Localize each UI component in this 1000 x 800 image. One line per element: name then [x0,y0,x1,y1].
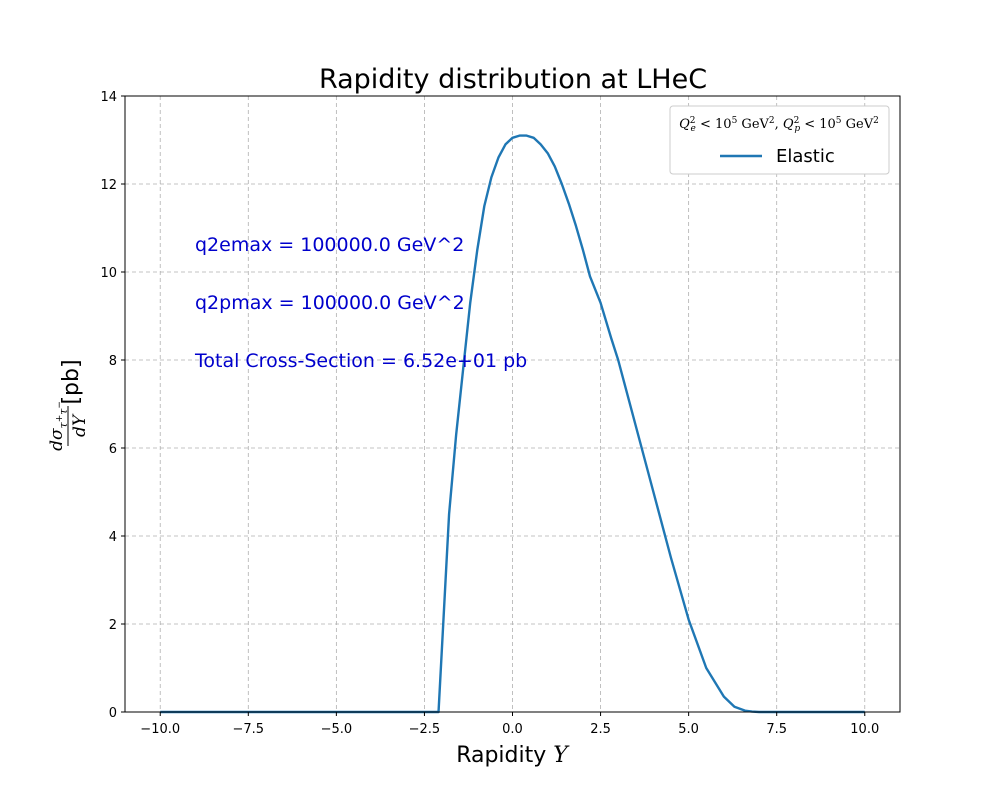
series-line-elastic [160,134,865,714]
y-tick-label: 14 [100,90,117,105]
y-tick-label: 10 [100,266,117,281]
legend-label-elastic: Elastic [776,146,835,167]
x-tick-label: 5.0 [678,722,699,737]
annotation-total-cross-section: Total Cross-Section = 6.52e+01 pb [194,350,527,372]
y-tick-label: 8 [109,354,117,369]
annotation-q2pmax: q2pmax = 100000.0 GeV^2 [195,292,465,314]
axis-ticks: −10.0 −7.5 −5.0 −2.5 0.0 2.5 5.0 7.5 10.0 0 2 4 6 8 10… [100,90,879,737]
x-tick-label: 2.5 [590,722,611,737]
x-tick-label: −5.0 [321,722,353,737]
grid-lines [125,96,900,712]
svg-text:dστ+τ−: dστ+τ− [47,401,70,451]
x-tick-label: −10.0 [140,722,180,737]
legend: Q2 e < 105 GeV2, Q2 p < 105 GeV2 Elastic [669,105,890,175]
svg-text:[pb]: [pb] [59,359,84,404]
y-tick-label: 0 [109,706,117,721]
svg-text:dY: dY [70,413,90,437]
x-tick-label: 10.0 [850,722,879,737]
legend-title: Q2 e < 105 GeV2, Q2 p < 105 GeV2 [679,116,879,134]
y-axis-label: dστ+τ− dY [pb] [47,359,90,450]
y-tick-label: 12 [100,178,117,193]
x-axis-label: Rapidity Y [456,743,570,768]
data-layer [160,134,865,714]
x-tick-label: 7.5 [766,722,787,737]
chart-title: Rapidity distribution at LHeC [319,64,707,95]
y-tick-label: 4 [109,530,117,545]
y-tick-label: 6 [109,442,117,457]
x-tick-label: −7.5 [233,722,265,737]
annotation-q2emax: q2emax = 100000.0 GeV^2 [195,234,464,256]
x-tick-label: 0.0 [502,722,523,737]
y-tick-label: 2 [109,618,117,633]
x-tick-label: −2.5 [409,722,441,737]
